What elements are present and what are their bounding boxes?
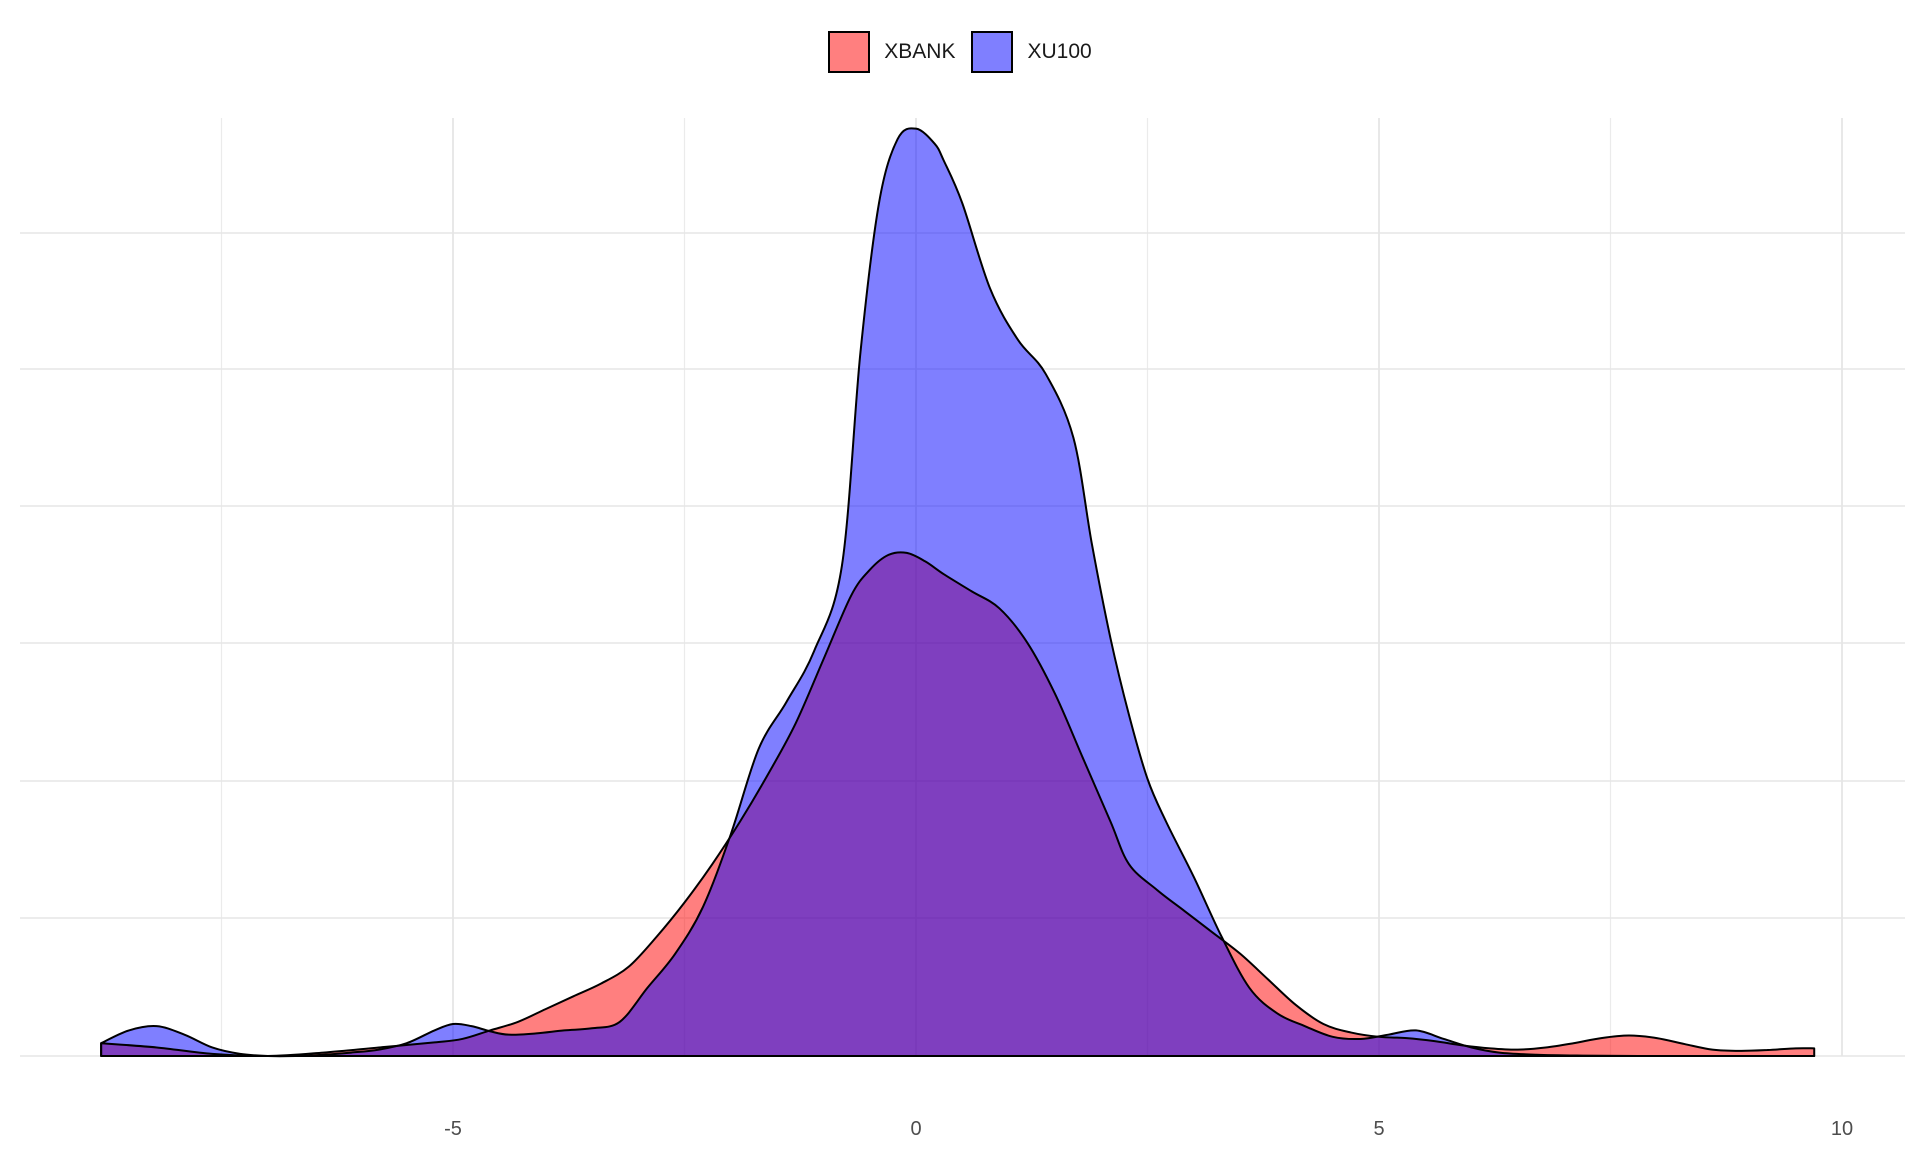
density-areas: [100, 127, 1816, 1058]
x-tick-label: -5: [444, 1118, 462, 1140]
density-line-xbank: [100, 551, 1816, 1058]
legend-swatch-xbank: [828, 31, 871, 73]
legend-item-xu100: XU100: [971, 31, 1092, 73]
x-axis-labels: -5 0 5 10: [444, 1118, 1853, 1140]
chart-legend: XBANK XU100: [0, 30, 1920, 74]
density-area-xu100: [101, 128, 1815, 1057]
legend-swatch-xu100: [971, 31, 1014, 73]
x-tick-label: 0: [910, 1118, 921, 1140]
legend-label-xbank: XBANK: [884, 40, 956, 63]
legend-item-xbank: XBANK: [828, 31, 955, 73]
x-tick-label: 5: [1373, 1118, 1384, 1140]
density-line-xu100: [100, 127, 1816, 1058]
x-tick-label: 10: [1831, 1118, 1853, 1140]
legend-label-xu100: XU100: [1027, 40, 1092, 63]
